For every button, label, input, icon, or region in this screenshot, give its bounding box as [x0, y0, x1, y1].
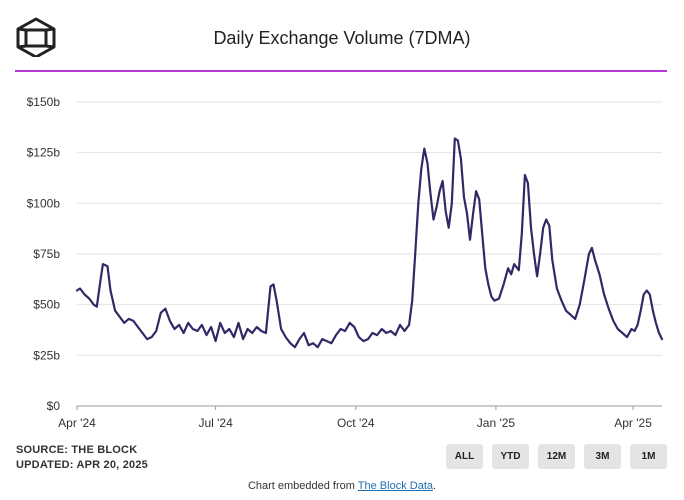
y-tick-label: $50b [33, 298, 60, 312]
y-tick-label: $75b [33, 247, 60, 261]
x-tick-label: Jul '24 [198, 416, 233, 430]
range-button-group: ALL YTD 12M 3M 1M [446, 444, 667, 469]
y-tick-label: $125b [27, 146, 61, 160]
range-button-ytd[interactable]: YTD [492, 444, 529, 469]
footer-prefix: Chart embedded from [247, 480, 358, 492]
updated-line: UPDATED: APR 20, 2025 [16, 459, 148, 471]
y-tick-label: $0 [47, 399, 61, 413]
the-block-data-link[interactable]: The Block Data [357, 480, 433, 492]
x-tick-label: Apr '24 [58, 416, 96, 430]
title-divider [15, 70, 667, 72]
x-tick-label: Jan '25 [477, 416, 516, 430]
y-tick-label: $150b [27, 95, 61, 109]
chart-title: Daily Exchange Volume (7DMA) [213, 28, 471, 48]
range-button-12m[interactable]: 12M [538, 444, 575, 469]
range-button-all[interactable]: ALL [446, 444, 483, 469]
x-tick-label: Apr '25 [614, 416, 652, 430]
y-tick-label: $100b [27, 196, 61, 210]
range-button-1m[interactable]: 1M [630, 444, 667, 469]
range-button-3m[interactable]: 3M [584, 444, 621, 469]
source-note: SOURCE: THE BLOCK UPDATED: APR 20, 2025 [16, 443, 148, 473]
embed-footer: Chart embedded from The Block Data. [0, 480, 684, 492]
y-tick-label: $25b [33, 348, 60, 362]
the-block-logo [16, 17, 56, 57]
line-chart: $0 $25b $50b $75b $100b $125b $150b Apr '24 Jul … [27, 95, 664, 430]
series-line [75, 137, 664, 349]
source-line: SOURCE: THE BLOCK [16, 444, 138, 456]
x-tick-label: Oct '24 [337, 416, 375, 430]
footer-suffix: . [433, 480, 437, 492]
